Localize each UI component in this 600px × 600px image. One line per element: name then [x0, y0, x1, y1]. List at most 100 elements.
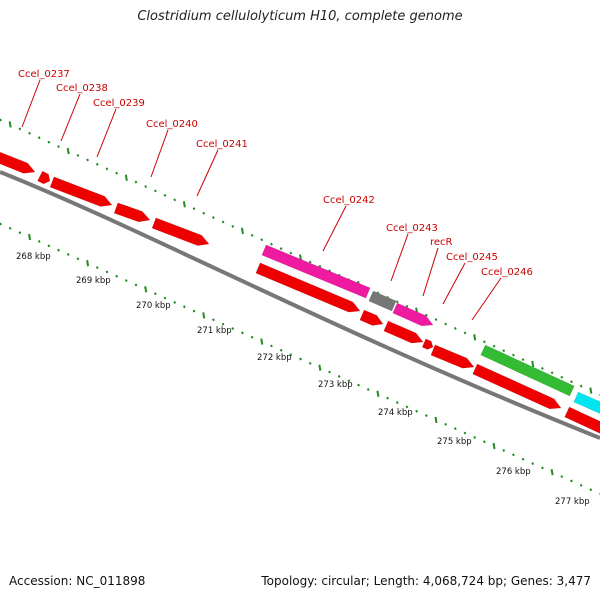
tick-mark: [57, 145, 60, 149]
tick-mark: [241, 331, 244, 335]
tick-mark: [231, 327, 235, 330]
tick-mark: [0, 118, 2, 122]
tick-mark: [473, 435, 477, 439]
tick-mark: [163, 193, 167, 197]
tick-mark: [463, 431, 467, 435]
scale-label: 271 kbp: [197, 326, 232, 336]
label-leader-line: [60, 93, 81, 142]
gene-label[interactable]: Ccel_0240: [146, 119, 198, 130]
tick-mark: [444, 422, 448, 426]
tick-mark: [260, 238, 264, 242]
tick-mark: [153, 292, 157, 296]
label-leader-line: [322, 205, 347, 252]
inner-tick-ring: [0, 222, 600, 496]
tick-mark: [173, 198, 177, 202]
gene-label[interactable]: recR: [430, 237, 453, 248]
tick-mark: [250, 233, 254, 237]
label-leader-line: [471, 277, 502, 321]
tick-mark: [482, 440, 486, 444]
tick-mark: [299, 357, 302, 361]
tick-mark: [473, 334, 477, 341]
tick-mark: [134, 180, 138, 184]
tick-mark: [144, 185, 148, 188]
label-leader-line: [21, 79, 41, 128]
tick-mark: [260, 338, 264, 345]
tick-mark: [279, 348, 283, 352]
tick-mark: [8, 226, 12, 230]
tick-mark: [386, 396, 389, 400]
tick-mark: [66, 253, 70, 256]
tick-mark: [541, 466, 544, 470]
label-leader-line: [196, 149, 219, 197]
gene-arrow: [392, 302, 434, 327]
gene-label[interactable]: Ccel_0241: [196, 139, 248, 150]
tick-mark: [202, 312, 206, 319]
gene-label[interactable]: Ccel_0245: [446, 252, 498, 263]
tick-mark: [550, 469, 554, 476]
tick-mark: [512, 453, 515, 457]
gene-label[interactable]: Ccel_0238: [56, 83, 108, 94]
tick-mark: [570, 380, 573, 384]
tick-mark: [212, 216, 215, 220]
gene-arrow: [573, 391, 600, 414]
tick-mark: [579, 384, 583, 388]
tick-mark: [182, 305, 186, 309]
gene-arrow: [37, 170, 51, 185]
gene-arrow: [151, 217, 210, 246]
tick-mark: [434, 416, 438, 424]
tick-mark: [434, 318, 438, 322]
accession-text: Accession: NC_011898: [9, 574, 146, 588]
scale-label: 268 kbp: [16, 252, 51, 262]
scale-label: 275 kbp: [437, 437, 472, 447]
gene-label[interactable]: Ccel_0243: [386, 223, 438, 234]
gene-label[interactable]: Ccel_0246: [481, 267, 533, 278]
tick-mark: [492, 442, 496, 450]
tick-mark: [192, 309, 196, 313]
tick-mark: [492, 344, 496, 348]
tick-mark: [221, 220, 225, 224]
gene-arrow: [430, 344, 475, 369]
scale-label: 273 kbp: [318, 380, 353, 390]
tick-mark: [153, 189, 157, 193]
tick-mark: [66, 147, 70, 155]
tick-mark: [415, 409, 419, 413]
label-leader-line: [442, 262, 466, 305]
gene-arrow: [368, 290, 397, 312]
label-leader-line: [390, 233, 409, 282]
tick-mark: [95, 162, 99, 166]
gene-arrow: [421, 338, 434, 350]
tick-mark: [289, 353, 293, 357]
tick-mark: [28, 131, 31, 135]
tick-mark: [376, 390, 380, 398]
tick-mark: [144, 286, 148, 293]
tick-mark: [279, 247, 283, 251]
tick-mark: [463, 331, 467, 335]
gene-label[interactable]: Ccel_0239: [93, 98, 145, 109]
gene-arrow: [472, 363, 562, 410]
tick-mark: [86, 260, 90, 267]
label-leader-line: [422, 247, 439, 297]
tick-mark: [134, 283, 138, 287]
tick-mark: [453, 327, 457, 330]
gene-label[interactable]: Ccel_0242: [323, 195, 375, 206]
tick-mark: [18, 127, 22, 131]
tick-mark: [589, 488, 593, 492]
genome-stats-text: Topology: circular; Length: 4,068,724 bp…: [261, 574, 591, 588]
tick-mark: [337, 374, 341, 378]
tick-mark: [502, 449, 506, 452]
map-title: Clostridium cellulolyticum H10, complete…: [137, 9, 463, 24]
tick-mark: [521, 358, 525, 361]
tick-mark: [37, 136, 41, 140]
tick-mark: [308, 260, 312, 264]
tick-mark: [289, 251, 293, 255]
tick-mark: [47, 140, 51, 144]
gene-arrow: [0, 151, 36, 174]
tick-mark: [182, 201, 186, 208]
tick-mark: [453, 427, 457, 431]
gene-label[interactable]: Ccel_0237: [18, 69, 70, 80]
tick-mark: [250, 335, 254, 339]
tick-mark: [560, 475, 564, 479]
tick-mark: [115, 274, 119, 278]
scale-label: 274 kbp: [378, 408, 413, 418]
